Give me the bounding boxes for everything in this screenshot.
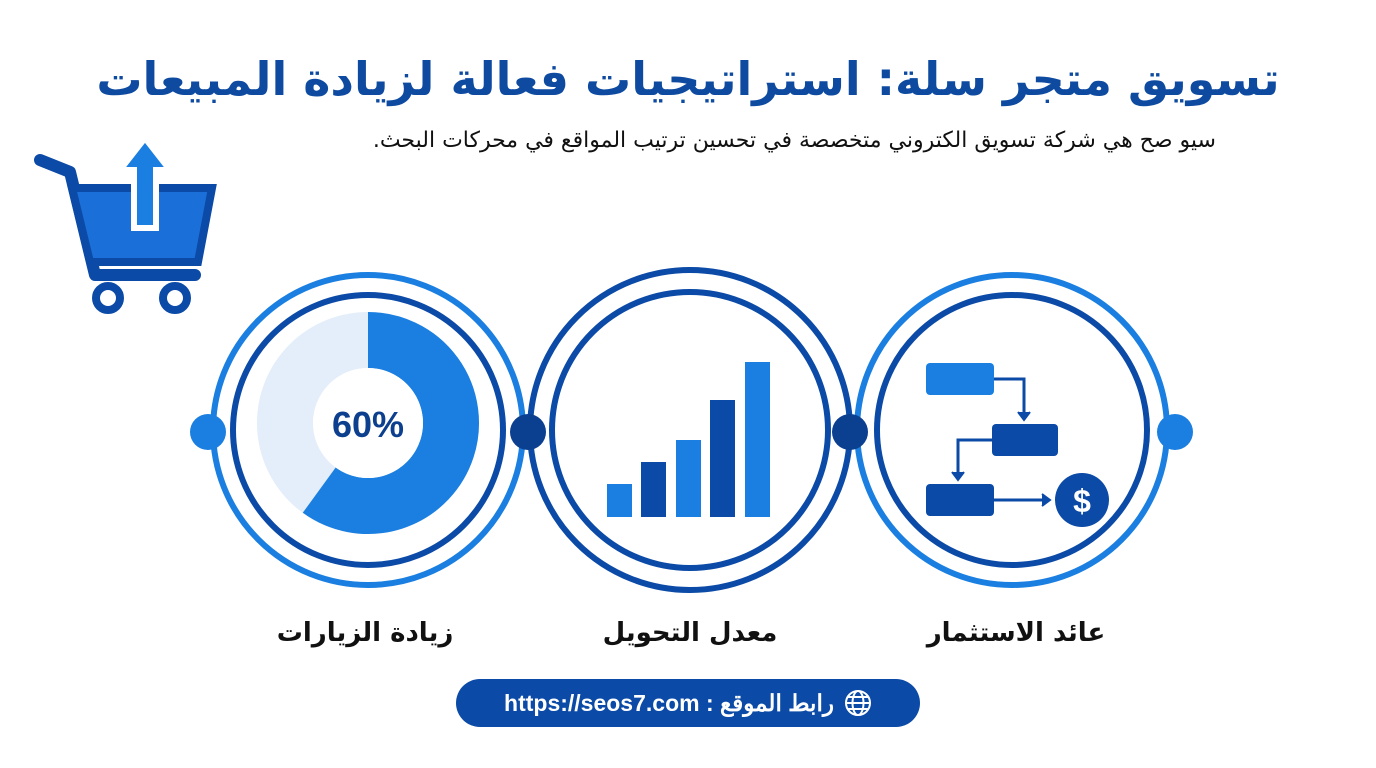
page-title: تسويق متجر سلة: استراتيجيات فعالة لزيادة… [96,52,1280,106]
donut-value-arc [302,312,479,534]
link-label: رابط الموقع : https://seos7.com [504,689,834,716]
rings [190,267,1193,593]
bar [607,484,632,517]
connector-dot [832,414,868,450]
globe-icon [844,690,871,716]
donut-value: 60% [332,404,404,445]
bar [745,362,770,517]
connector-dot [1157,414,1193,450]
label-conversion: معدل التحويل [602,618,778,648]
flowchart-dollar-icon: $ [926,363,1109,527]
dollar-icon [1055,473,1109,527]
bar-chart-icon [607,362,770,517]
bar [676,440,701,517]
label-roi: عائد الاستثمار [926,618,1106,648]
shopping-cart-upload-icon [34,133,217,314]
label-visits: زيادة الزيارات [276,618,454,648]
bar [710,400,735,517]
connector-dot [510,414,546,450]
donut-chart: 60% [257,312,479,534]
bar [641,462,666,517]
website-link[interactable]: رابط الموقع : https://seos7.com [456,679,920,727]
subtitle: سيو صح هي شركة تسويق الكتروني متخصصة في … [372,128,1216,153]
svg-text:$: $ [1073,483,1091,519]
connector-dot [190,414,226,450]
